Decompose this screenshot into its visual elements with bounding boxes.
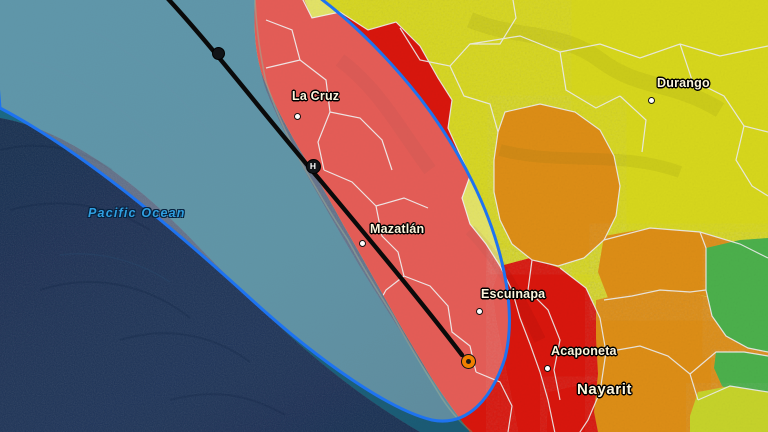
track-point-marker-hurricane[interactable]: H bbox=[305, 158, 321, 174]
city-dot-acaponeta[interactable] bbox=[543, 364, 551, 372]
coastline bbox=[254, 0, 473, 432]
current-position-marker[interactable] bbox=[460, 353, 476, 369]
forecast-track-line bbox=[166, 0, 465, 358]
city-dot-la-cruz[interactable] bbox=[293, 112, 301, 120]
city-dot-mazatlan[interactable] bbox=[358, 239, 366, 247]
city-dot-escuinapa[interactable] bbox=[475, 307, 483, 315]
track-point-marker-1[interactable] bbox=[211, 46, 225, 60]
city-dot-durango[interactable] bbox=[647, 96, 655, 104]
